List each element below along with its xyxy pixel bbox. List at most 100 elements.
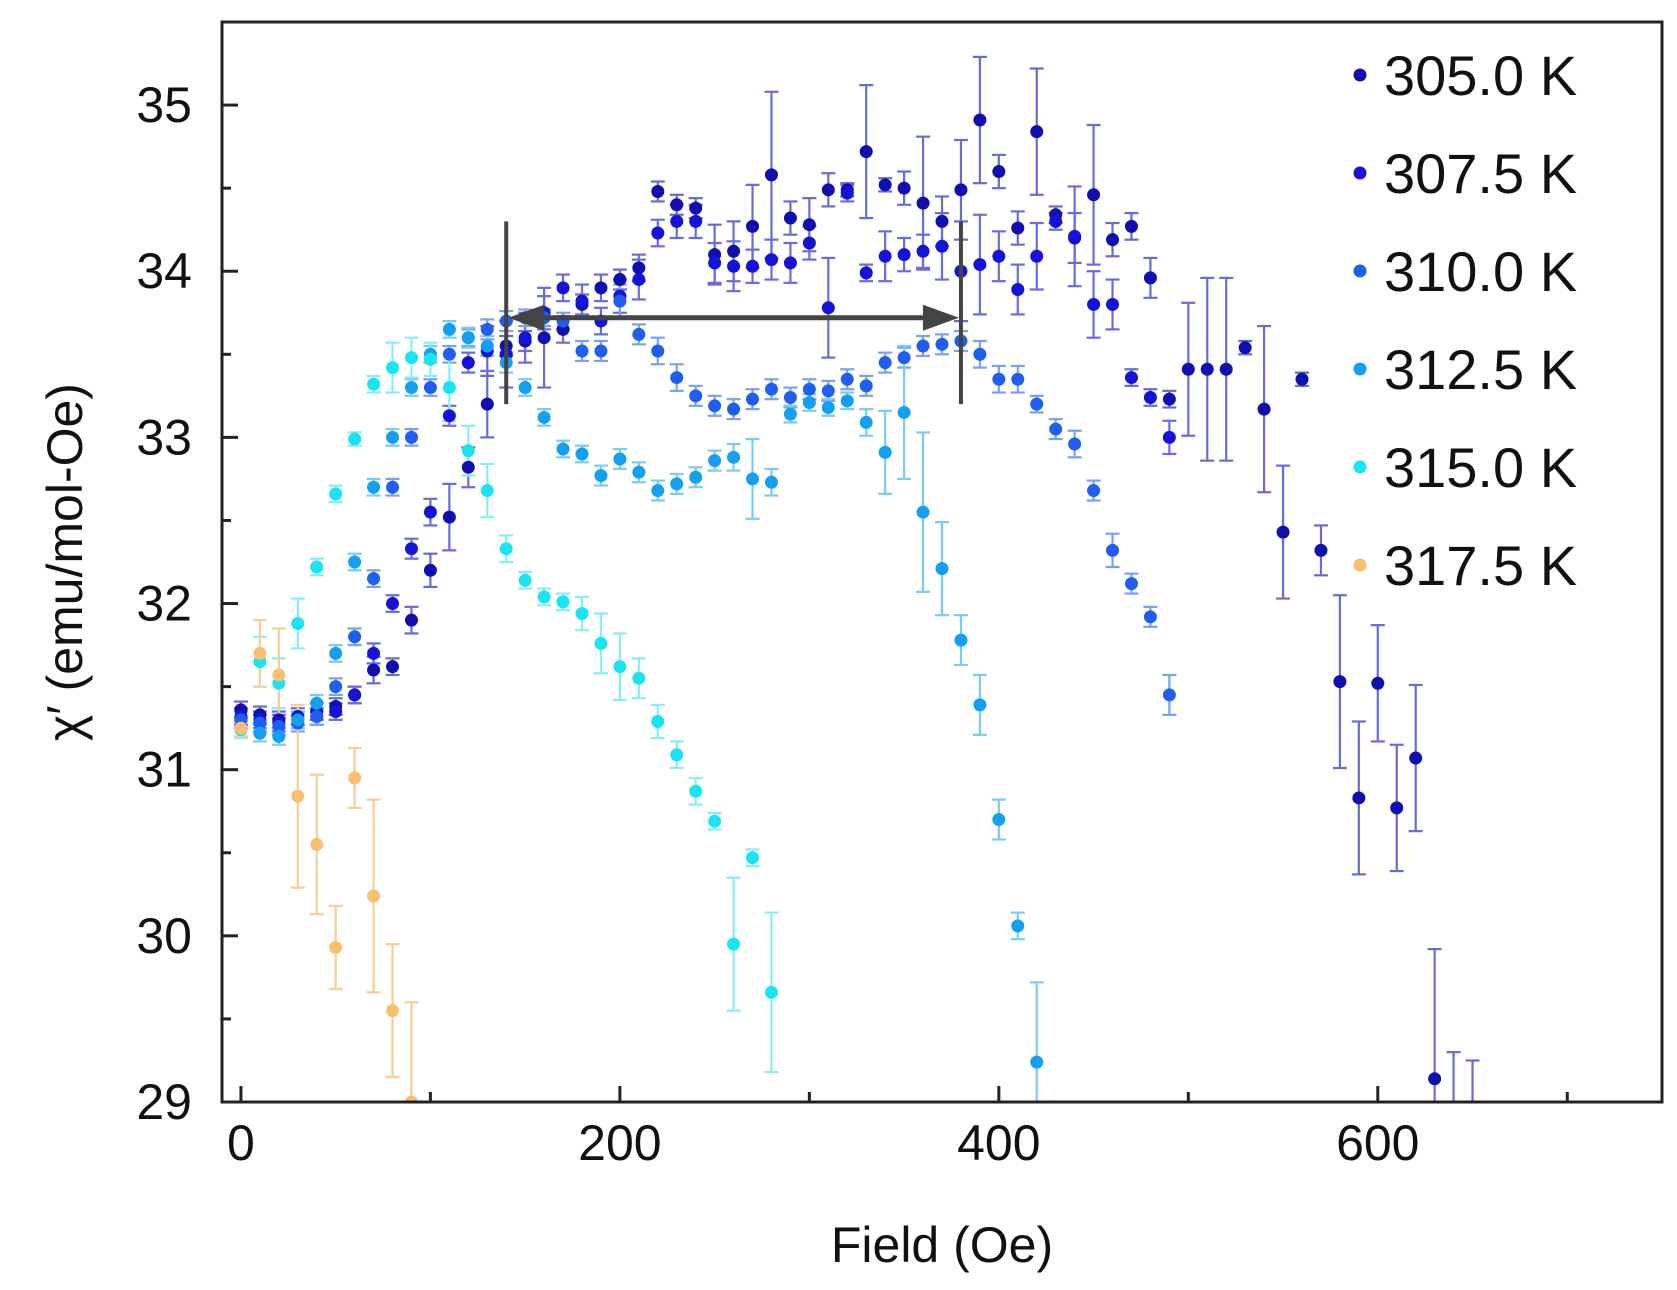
point-312-5-k [537, 410, 551, 424]
point-310-0-k [689, 389, 703, 403]
point-317-5-k [367, 889, 381, 903]
point-305-0-k [746, 219, 760, 233]
point-315-0-k [727, 937, 741, 951]
point-315-0-k [764, 985, 778, 999]
y-axis-title: χ′ (emu/mol-Oe) [37, 383, 93, 741]
point-307-5-k [764, 253, 778, 267]
point-312-5-k [840, 394, 854, 408]
legend-marker [1353, 558, 1367, 572]
point-310-0-k [442, 347, 456, 361]
point-315-0-k [386, 361, 400, 375]
point-307-5-k [575, 294, 589, 308]
point-310-0-k [1087, 484, 1101, 498]
point-312-5-k [594, 469, 608, 483]
point-310-0-k [916, 339, 930, 353]
point-307-5-k [878, 249, 892, 263]
point-307-5-k [1124, 371, 1138, 385]
point-307-5-k [840, 186, 854, 200]
point-305-0-k [859, 145, 873, 159]
point-312-5-k [1030, 1055, 1044, 1069]
point-305-0-k [442, 510, 456, 524]
point-317-5-k [404, 1095, 418, 1102]
point-305-0-k [480, 397, 494, 411]
x-tick-label: 200 [578, 1115, 661, 1171]
point-310-0-k [1011, 372, 1025, 386]
point-305-0-k [1087, 188, 1101, 202]
point-305-0-k [992, 165, 1006, 179]
legend-marker [1353, 264, 1367, 278]
point-310-0-k [613, 294, 627, 308]
point-315-0-k [632, 671, 646, 685]
error-bars-layer [233, 55, 1480, 1102]
legend-label: 305.0 K [1384, 44, 1577, 107]
point-312-5-k [404, 381, 418, 395]
point-310-0-k [708, 399, 722, 413]
point-312-5-k [973, 698, 987, 712]
point-310-0-k [727, 402, 741, 416]
point-305-0-k [1238, 341, 1252, 355]
point-307-5-k [689, 214, 703, 228]
legend-label: 312.5 K [1384, 338, 1577, 401]
point-317-5-k [310, 837, 324, 851]
point-312-5-k [746, 472, 760, 486]
errorbar-305-0-k [1446, 1051, 1461, 1102]
point-312-5-k [802, 395, 816, 409]
point-305-0-k [404, 613, 418, 627]
point-310-0-k [878, 356, 892, 370]
point-307-5-k [802, 236, 816, 250]
point-312-5-k [821, 400, 835, 414]
point-307-5-k [727, 259, 741, 273]
point-305-0-k [651, 184, 665, 198]
point-315-0-k [499, 542, 513, 556]
point-307-5-k [518, 331, 532, 345]
point-305-0-k [386, 660, 400, 674]
point-310-0-k [386, 480, 400, 494]
point-305-0-k [878, 178, 892, 192]
point-307-5-k [1011, 283, 1025, 297]
legend-marker [1353, 68, 1367, 82]
x-axis-title: Field (Oe) [831, 1217, 1053, 1273]
point-307-5-k [708, 256, 722, 270]
point-307-5-k [1143, 391, 1157, 405]
point-305-0-k [973, 113, 987, 127]
point-312-5-k [367, 480, 381, 494]
legend: 305.0 K 307.5 K 310.0 K 312.5 K 315.0 K 317.5… [1353, 44, 1577, 597]
point-312-5-k [480, 339, 494, 353]
point-317-5-k [291, 789, 305, 803]
point-315-0-k [461, 444, 475, 458]
point-310-0-k [935, 337, 949, 351]
point-315-0-k [537, 590, 551, 604]
point-312-5-k [859, 415, 873, 429]
point-307-5-k [442, 409, 456, 423]
point-305-0-k [1181, 362, 1195, 376]
point-305-0-k [1466, 1112, 1479, 1125]
point-310-0-k [310, 710, 324, 724]
point-305-0-k [764, 168, 778, 182]
point-310-0-k [575, 344, 589, 358]
point-310-0-k [1068, 437, 1082, 451]
point-305-0-k [916, 196, 930, 210]
legend-marker [1353, 460, 1367, 474]
point-310-0-k [897, 351, 911, 365]
point-312-5-k [897, 405, 911, 419]
x-tick-label: 0 [227, 1115, 255, 1171]
point-310-0-k [1162, 688, 1176, 702]
y-tick-labels: 29 30 31 32 33 34 35 [136, 77, 192, 1130]
y-tick-label: 30 [136, 908, 192, 964]
point-307-5-k [859, 266, 873, 280]
point-307-5-k [367, 646, 381, 660]
point-305-0-k [897, 181, 911, 195]
point-315-0-k [291, 616, 305, 630]
point-310-0-k [764, 382, 778, 396]
point-307-5-k [746, 259, 760, 273]
point-310-0-k [367, 572, 381, 586]
point-312-5-k [954, 633, 968, 647]
point-315-0-k [518, 573, 532, 587]
point-315-0-k [746, 851, 760, 865]
point-310-0-k [253, 716, 267, 730]
point-307-5-k [916, 244, 930, 258]
point-305-0-k [1447, 1104, 1460, 1117]
point-305-0-k [1011, 221, 1025, 235]
point-307-5-k [461, 356, 475, 370]
